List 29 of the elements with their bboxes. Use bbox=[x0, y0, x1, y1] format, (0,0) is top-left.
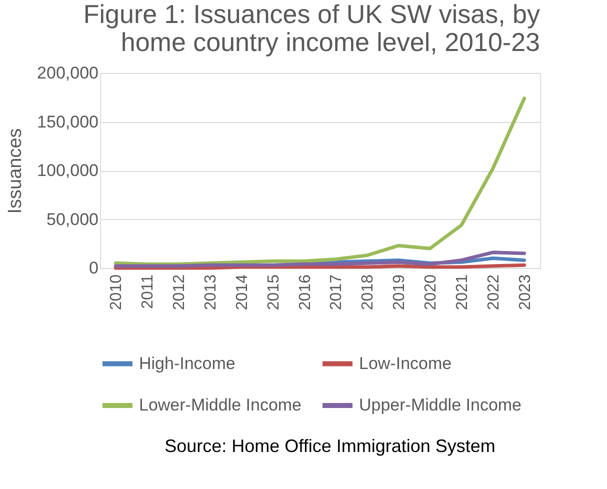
x-tick-label: 2017 bbox=[328, 274, 346, 310]
y-tick-label: 0 bbox=[89, 258, 98, 278]
x-tick-label: 2018 bbox=[360, 274, 377, 310]
y-tick-label: 100,000 bbox=[37, 161, 98, 180]
y-tick-label: 150,000 bbox=[37, 112, 98, 132]
text: Figure 1: Issuances of UK SW visas, by bbox=[83, 0, 540, 29]
text: home country income level, 2010-23 bbox=[120, 27, 540, 57]
y-tick-label: 50,000 bbox=[46, 210, 98, 229]
legend-label: Lower-Middle Income bbox=[139, 396, 302, 414]
source-note: Source: Home Office Immigration System bbox=[164, 436, 496, 456]
x-tick-label: 2015 bbox=[265, 274, 282, 310]
y-tick-label: 200,000 bbox=[37, 64, 98, 82]
x-tick-label: 2011 bbox=[140, 274, 157, 309]
x-tick-label: 2023 bbox=[516, 274, 534, 310]
x-tick-label: 2020 bbox=[422, 274, 440, 310]
x-tick-label: 2012 bbox=[171, 274, 188, 310]
x-tick-label: 2014 bbox=[234, 274, 251, 310]
x-tick-label: 2016 bbox=[296, 274, 314, 310]
legend-label: Upper-Middle Income bbox=[359, 396, 522, 414]
line-series bbox=[114, 96, 526, 266]
x-tick-label: 2022 bbox=[485, 274, 502, 310]
x-tick-label: 2021 bbox=[454, 274, 471, 310]
x-tick-label: 2013 bbox=[202, 274, 220, 310]
legend-label: High-Income bbox=[139, 354, 236, 373]
y-axis-title: Issuances bbox=[5, 128, 26, 214]
x-tick-label: 2010 bbox=[108, 274, 126, 310]
legend-label: Low-Income bbox=[359, 354, 452, 373]
x-tick-label: 2019 bbox=[391, 274, 408, 310]
line-series bbox=[114, 250, 526, 268]
